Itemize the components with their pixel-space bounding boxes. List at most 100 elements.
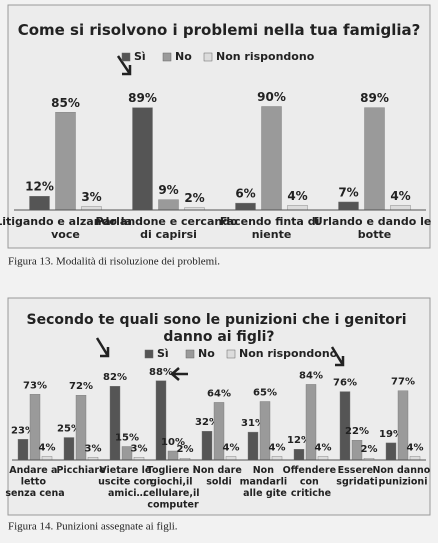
value-label: 72% <box>69 381 93 392</box>
legend-swatch <box>121 52 131 62</box>
bar <box>158 199 179 211</box>
value-label: 6% <box>235 187 255 201</box>
value-label: 84% <box>299 370 323 381</box>
x-tick-label: Parlandone e cercando di capirsi <box>96 215 242 241</box>
legend-label: Sì <box>134 50 146 63</box>
value-label: 15% <box>115 433 139 444</box>
bar <box>409 456 421 461</box>
x-tick-label: Non dare soldi <box>193 465 245 488</box>
caption: Figura 13. Modalità di risoluzione dei p… <box>8 256 220 268</box>
bar <box>17 439 29 461</box>
value-label: 3% <box>81 190 101 204</box>
value-label: 3% <box>85 443 102 454</box>
value-label: 85% <box>51 96 80 110</box>
bar <box>317 456 329 461</box>
x-tick-label: Non danno punizioni <box>372 465 433 488</box>
legend-swatch <box>203 52 213 62</box>
value-label: 4% <box>407 442 424 453</box>
x-tick-label: Non mandarli alle gite <box>240 465 291 499</box>
value-label: 3% <box>131 443 148 454</box>
caption: Figura 14. Punizioni assegnate ai figli. <box>8 521 178 533</box>
value-label: 32% <box>195 417 219 428</box>
x-tick-label: Facendo finta di niente <box>220 215 323 241</box>
x-tick-label: Togliere i giochi,il cellulare,il comput… <box>143 465 203 511</box>
x-tick-label: Picchiare <box>56 465 105 476</box>
value-label: 4% <box>223 442 240 453</box>
legend-label: Sì <box>157 347 169 360</box>
x-tick-label: Litigando e alzando la voce <box>0 215 136 241</box>
value-label: 2% <box>184 191 204 205</box>
value-label: 65% <box>253 388 277 399</box>
bar <box>225 456 237 461</box>
bar <box>390 205 411 211</box>
bar <box>63 437 75 461</box>
value-label: 9% <box>158 183 178 197</box>
legend-swatch <box>226 349 236 359</box>
bar <box>201 431 213 461</box>
legend-swatch <box>162 52 172 62</box>
value-label: 64% <box>207 388 231 399</box>
value-label: 7% <box>338 185 358 199</box>
legend-label: No <box>198 347 215 360</box>
value-label: 23% <box>11 425 35 436</box>
x-tick-label: Andare a letto senza cena <box>5 465 64 499</box>
bar <box>364 107 385 211</box>
legend-label: Non rispondono <box>239 347 338 360</box>
value-label: 22% <box>345 426 369 437</box>
arrow <box>116 55 132 76</box>
bar <box>261 106 282 211</box>
value-label: 76% <box>333 378 357 389</box>
legend-swatch <box>144 349 154 359</box>
bar <box>293 449 305 461</box>
legend-label: No <box>175 50 192 63</box>
value-label: 4% <box>39 442 56 453</box>
x-tick-label: Offendere con critiche <box>283 465 340 499</box>
value-label: 2% <box>361 444 378 455</box>
value-label: 73% <box>23 380 47 391</box>
legend-swatch <box>185 349 195 359</box>
arrow <box>330 346 345 367</box>
bar <box>29 195 50 211</box>
bar <box>55 112 76 211</box>
value-label: 10% <box>161 437 185 448</box>
value-label: 2% <box>177 444 194 455</box>
value-label: 4% <box>287 189 307 203</box>
value-label: 89% <box>128 91 157 105</box>
value-label: 82% <box>103 372 127 383</box>
bar <box>235 202 256 211</box>
x-tick-label: Vietare le uscite con amici… <box>98 465 156 499</box>
bar <box>247 431 259 461</box>
bar <box>385 442 397 461</box>
chart-frame <box>7 4 431 249</box>
arrow <box>170 367 188 381</box>
x-tick-label: Urlando e dando le botte <box>314 215 435 241</box>
bar <box>41 456 53 461</box>
value-label: 4% <box>269 442 286 453</box>
bar <box>81 206 102 211</box>
bar <box>271 456 283 461</box>
legend-label: Non rispondono <box>216 50 315 63</box>
value-label: 12% <box>25 180 54 194</box>
bar <box>338 201 359 211</box>
value-label: 90% <box>257 90 286 104</box>
bar <box>132 107 153 211</box>
x-tick-label: Essere sgridati <box>336 465 377 488</box>
bar <box>287 205 308 211</box>
value-label: 25% <box>57 424 81 435</box>
value-label: 77% <box>391 377 415 388</box>
value-label: 19% <box>379 429 403 440</box>
value-label: 4% <box>315 442 332 453</box>
bar <box>155 380 167 461</box>
chart-title: Come si risolvono i problemi nella tua f… <box>18 21 421 39</box>
arrows <box>95 55 345 381</box>
chart-title: Secondo te quali sono le punizioni che i… <box>27 312 412 345</box>
value-label: 4% <box>390 189 410 203</box>
arrow <box>95 337 110 358</box>
bar <box>109 386 121 461</box>
value-label: 88% <box>149 367 173 378</box>
value-label: 89% <box>360 91 389 105</box>
value-label: 31% <box>241 418 265 429</box>
value-label: 12% <box>287 435 311 446</box>
